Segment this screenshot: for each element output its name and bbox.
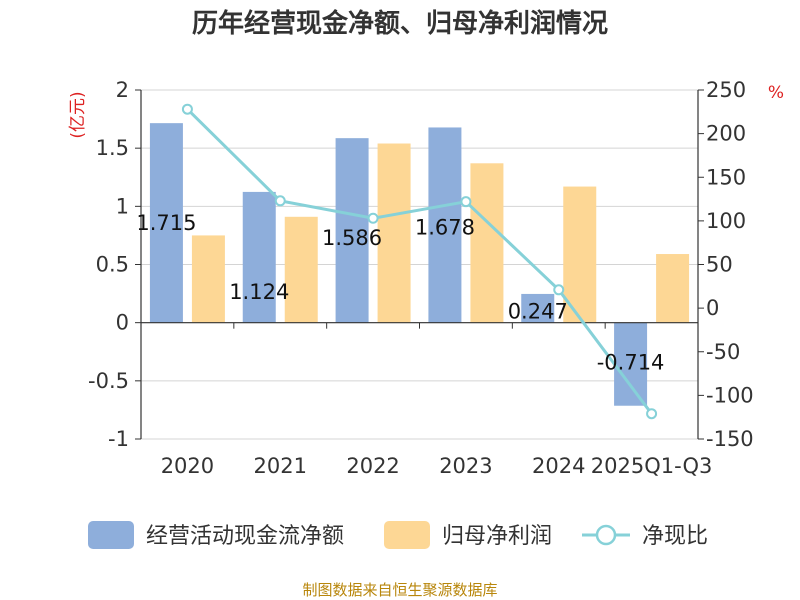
bar-net-profit — [470, 163, 504, 323]
bar-net-profit — [377, 143, 411, 323]
y-left-tick-label: 2 — [116, 78, 129, 102]
y-right-tick-label: -150 — [706, 427, 754, 451]
y-right-tick-label: 0 — [706, 296, 719, 320]
bar-cashflow — [614, 322, 648, 406]
y-left-tick-label: 0 — [116, 311, 129, 335]
ratio-point — [460, 196, 472, 208]
ratio-point — [367, 212, 379, 224]
y-left-tick-label: -0.5 — [88, 369, 129, 393]
y-left-tick-label: -1 — [108, 427, 129, 451]
ratio-point — [274, 195, 286, 207]
ratio-line — [181, 103, 658, 420]
bar-value-label: 0.247 — [508, 300, 568, 324]
bar-net-profit — [284, 216, 318, 323]
y-left-unit: (亿元) — [68, 91, 88, 138]
data-labels: 1.715 1.124 1.586 1.678 0.247 -0.714 — [136, 211, 664, 375]
bar-cashflow — [521, 293, 555, 323]
legend-label: 经营活动现金流净额 — [146, 524, 344, 549]
y-right-tick-label: 50 — [706, 253, 733, 277]
source-note: 制图数据来自恒生聚源数据库 — [302, 581, 497, 599]
x-tick-label: 2021 — [254, 454, 307, 478]
bar-value-label: 1.678 — [415, 215, 475, 239]
bar-net-profit — [563, 186, 597, 323]
y-right-tick-label: -100 — [706, 383, 754, 407]
bar-cashflow — [242, 191, 276, 323]
bar-cashflow — [149, 123, 183, 323]
x-tick-label: 2024 — [532, 454, 585, 478]
bars — [149, 123, 690, 406]
y-right-unit: % — [768, 83, 784, 103]
bar-net-profit — [191, 235, 225, 323]
axes: 2 1.5 1 0.5 0 -0.5 -1 250 200 150 100 50 0 -50 -100 -15… — [68, 78, 784, 478]
bar-net-profit — [656, 254, 690, 323]
bar-value-label: 1.586 — [322, 226, 382, 250]
legend-label: 归母净利润 — [442, 524, 552, 549]
ratio-point — [181, 103, 193, 115]
legend-swatch — [384, 521, 430, 549]
x-tick-label: 2025Q1-Q3 — [591, 454, 713, 478]
legend-marker — [595, 524, 617, 546]
legend-label: 净现比 — [642, 524, 708, 549]
ratio-line-path — [186, 108, 653, 415]
y-left-tick-label: 1.5 — [96, 136, 129, 160]
legend-swatch — [88, 521, 134, 549]
bar-value-label: 1.715 — [136, 211, 196, 235]
x-tick-label: 2020 — [161, 454, 214, 478]
y-right-tick-label: 100 — [706, 209, 746, 233]
y-left-tick-label: 1 — [116, 194, 129, 218]
bar-cashflow — [428, 127, 462, 323]
bar-value-label: 1.124 — [229, 280, 289, 304]
ratio-point — [646, 408, 658, 420]
y-right-tick-label: 200 — [706, 122, 746, 146]
ratio-point — [553, 284, 565, 296]
y-right-tick-label: 150 — [706, 165, 746, 189]
bar-value-label: -0.714 — [597, 351, 665, 375]
bar-cashflow — [335, 138, 369, 323]
y-right-tick-label: 250 — [706, 78, 746, 102]
chart-title: 历年经营现金净额、归母净利润情况 — [192, 8, 608, 39]
x-tick-label: 2023 — [439, 454, 492, 478]
legend: 经营活动现金流净额 归母净利润 净现比 — [88, 521, 708, 549]
x-tick-label: 2022 — [346, 454, 399, 478]
y-left-tick-label: 0.5 — [96, 253, 129, 277]
y-right-tick-label: -50 — [706, 340, 740, 364]
